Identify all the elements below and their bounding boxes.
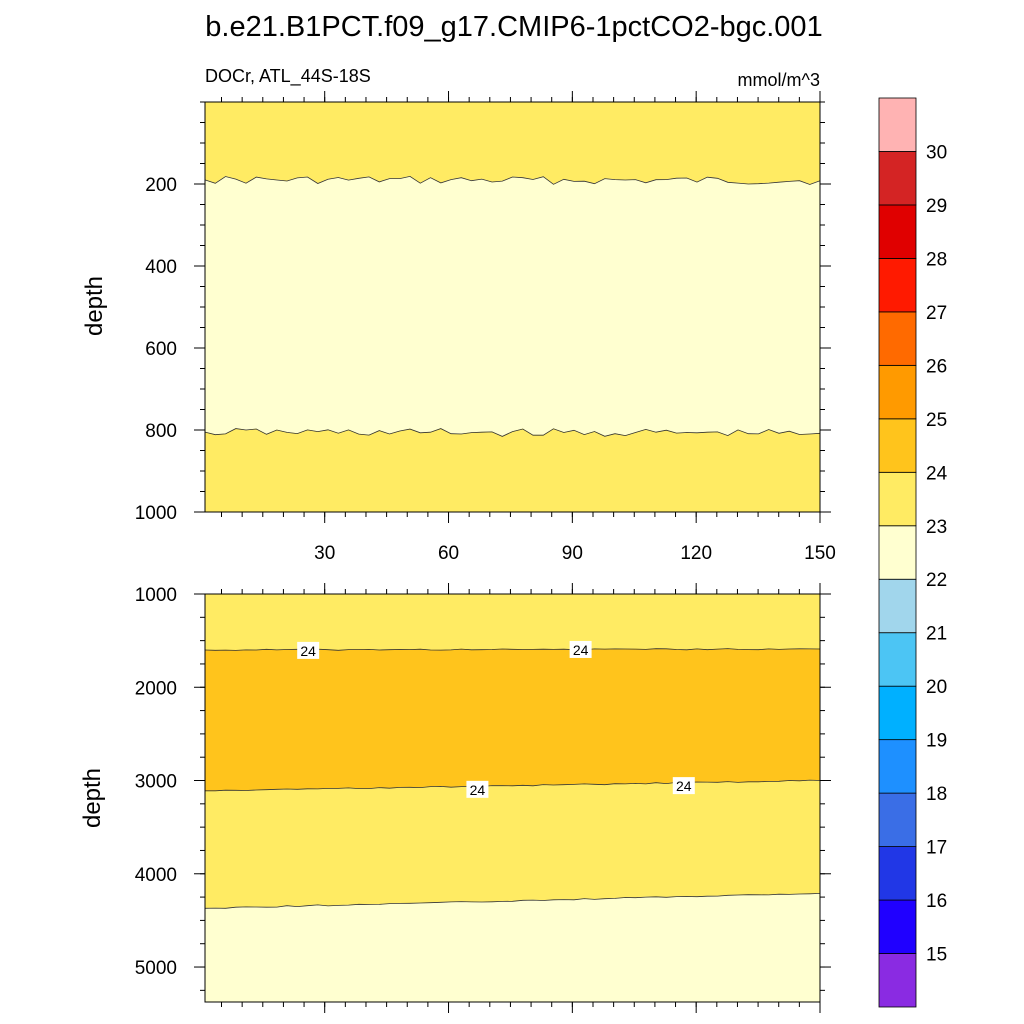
colorbar-label: 16 — [926, 891, 947, 912]
contour-line — [204, 428, 821, 437]
y-tick-label: 600 — [145, 339, 177, 360]
contour-label: 24 — [676, 778, 692, 794]
colorbar-label: 15 — [926, 945, 947, 966]
contour-line — [204, 893, 821, 909]
top-ylabel: depth — [81, 276, 108, 336]
colorbar-label: 29 — [926, 196, 947, 217]
colorbar-label: 18 — [926, 784, 947, 805]
y-tick-label: 1000 — [135, 585, 177, 606]
contour-label: 24 — [470, 782, 486, 798]
colorbar-label: 25 — [926, 410, 947, 431]
y-tick-label: 200 — [145, 175, 177, 196]
bottom-panel: 24 24 24 24 1000 2000 3000 4000 5000 — [135, 583, 831, 1013]
units-label: mmol/m^3 — [738, 70, 820, 90]
colorbar-swatch — [878, 418, 917, 473]
colorbar-swatch — [878, 953, 917, 1008]
contour-line — [204, 175, 821, 185]
colorbar-swatch — [878, 364, 917, 420]
colorbar-label: 28 — [926, 249, 947, 270]
contour-fill-region — [204, 893, 821, 1003]
x-tick-label: 30 — [314, 543, 335, 564]
colorbar-label: 19 — [926, 731, 947, 752]
colorbar-swatch — [878, 471, 917, 527]
colorbar-swatch — [878, 578, 917, 634]
colorbar-label: 26 — [926, 356, 947, 377]
contour-fill-region — [204, 648, 821, 792]
y-tick-label: 800 — [145, 421, 177, 442]
y-tick-label: 5000 — [135, 958, 177, 979]
figure-title: b.e21.B1PCT.f09_g17.CMIP6-1pctCO2-bgc.00… — [205, 11, 822, 43]
contour-label: 24 — [300, 643, 316, 659]
contour-label-box — [466, 780, 489, 798]
variable-region-label: DOCr, ATL_44S-18S — [205, 66, 371, 87]
colorbar-swatch — [878, 258, 917, 313]
colorbar-swatch — [878, 311, 917, 366]
colorbar-swatch — [878, 792, 917, 847]
plot-frame — [204, 593, 821, 1003]
colorbar-label: 22 — [926, 570, 947, 591]
x-tick-label: 120 — [680, 543, 712, 564]
contour-label-box — [672, 777, 695, 795]
y-tick-label: 4000 — [135, 865, 177, 886]
colorbar-swatch — [878, 739, 917, 794]
colorbar-swatch — [878, 632, 917, 687]
x-tick-label: 90 — [562, 543, 583, 564]
colorbar-swatch — [878, 151, 917, 206]
colorbar-label: 24 — [926, 463, 948, 484]
contour-fill-region — [204, 428, 821, 513]
contour-fill-region — [204, 101, 821, 185]
colorbar-label: 30 — [926, 142, 947, 163]
y-tick-label: 400 — [145, 257, 177, 278]
contour-label: 24 — [573, 642, 589, 658]
contour-fill-region — [204, 176, 821, 437]
colorbar-label: 21 — [926, 624, 947, 645]
colorbar-swatch — [878, 846, 917, 901]
colorbar-swatch — [878, 685, 917, 741]
colorbar-label: 20 — [926, 677, 947, 698]
x-tick-label: 150 — [804, 543, 836, 564]
y-tick-label: 2000 — [135, 678, 177, 699]
colorbar-swatch — [878, 525, 917, 580]
colorbar: 15 16 17 18 19 20 21 22 23 24 25 26 27 28 29 30 — [878, 97, 948, 1008]
colorbar-label: 27 — [926, 303, 947, 324]
bottom-ylabel: depth — [79, 768, 106, 828]
x-tick-label: 60 — [438, 543, 459, 564]
y-tick-label: 1000 — [135, 503, 177, 524]
colorbar-label: 23 — [926, 517, 947, 538]
y-tick-label: 3000 — [135, 772, 177, 793]
top-panel: 200 400 600 800 1000 30 60 90 120 150 — [135, 91, 836, 564]
colorbar-swatch — [878, 97, 917, 152]
contour-fill-region — [204, 779, 821, 909]
contour-line — [205, 779, 821, 792]
colorbar-label: 17 — [926, 838, 947, 859]
colorbar-swatch — [878, 899, 917, 954]
contour-label-box — [297, 641, 320, 659]
colorbar-swatch — [878, 204, 917, 259]
contour-label-box — [569, 640, 592, 658]
